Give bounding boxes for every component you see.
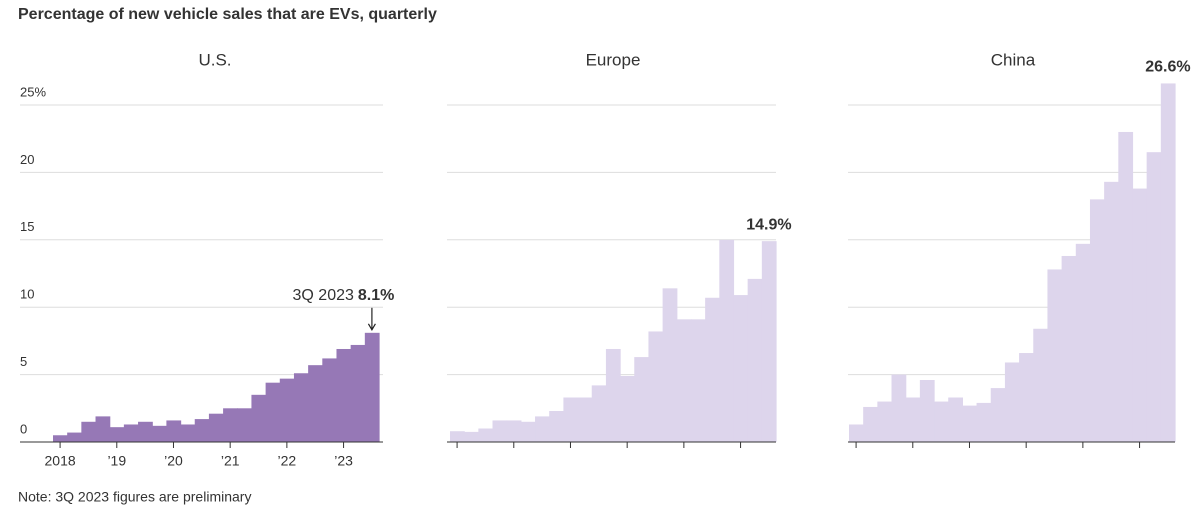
note: Note: 3Q 2023 figures are preliminary	[18, 489, 251, 505]
y-tick-label: 25%	[20, 84, 46, 99]
bar	[849, 424, 864, 442]
bar	[648, 331, 664, 442]
y-tick-label: 15	[20, 219, 34, 234]
bar	[464, 431, 479, 442]
panel-title: China	[991, 50, 1036, 69]
bar	[577, 397, 593, 442]
bar	[208, 413, 224, 442]
value-label: 26.6%	[1145, 59, 1190, 76]
bar	[265, 382, 281, 442]
panel-title: Europe	[586, 50, 641, 69]
x-tick-label: ’22	[278, 453, 297, 469]
bar	[293, 373, 309, 442]
bar	[719, 239, 735, 442]
y-tick-label: 20	[20, 152, 34, 167]
bar	[138, 421, 153, 442]
x-tick-label: ’20	[164, 453, 183, 469]
bar	[1089, 199, 1105, 442]
bar	[308, 365, 323, 442]
bar	[690, 319, 706, 442]
bar	[166, 420, 182, 442]
bar	[605, 348, 621, 442]
panel-title: U.S.	[198, 50, 231, 69]
bar	[976, 402, 992, 442]
bar	[1033, 328, 1049, 442]
bar	[948, 397, 963, 442]
bar	[563, 397, 579, 442]
bar	[535, 416, 550, 442]
bar	[506, 420, 522, 442]
bar	[1104, 181, 1119, 442]
bar	[180, 424, 196, 442]
bar	[705, 297, 720, 442]
bar	[761, 241, 777, 442]
bar	[1160, 83, 1176, 442]
bar	[962, 405, 978, 442]
x-tick-label: ’21	[221, 453, 240, 469]
bar	[1132, 188, 1148, 442]
chart-title: Percentage of new vehicle sales that are…	[18, 6, 437, 23]
bar	[905, 397, 921, 442]
bar	[364, 332, 380, 442]
bar	[1047, 269, 1063, 442]
bar	[591, 385, 607, 442]
bar	[450, 431, 465, 442]
bar	[934, 401, 949, 442]
y-tick-label: 5	[20, 354, 27, 369]
x-tick-label: 2018	[45, 453, 76, 469]
bar	[549, 410, 564, 442]
bar	[336, 348, 352, 442]
bar	[662, 288, 678, 442]
bar	[1146, 152, 1162, 442]
bar	[67, 432, 82, 442]
bar	[1004, 362, 1020, 442]
value-label: 14.9%	[746, 216, 791, 233]
bar	[237, 408, 253, 442]
bar	[1118, 131, 1134, 442]
bar	[350, 344, 366, 442]
bar	[152, 425, 167, 442]
bar	[634, 357, 650, 442]
arrow-head	[367, 323, 376, 332]
bar	[123, 424, 139, 442]
bar	[251, 394, 267, 442]
bar	[1075, 243, 1091, 442]
bar	[194, 419, 210, 442]
bar	[223, 408, 238, 442]
bar	[520, 421, 536, 442]
bar	[919, 379, 935, 442]
bar	[95, 416, 111, 442]
bar	[620, 375, 635, 442]
x-tick-label: ’23	[334, 453, 353, 469]
x-tick-label: ’19	[107, 453, 126, 469]
bar	[492, 420, 508, 442]
bar	[877, 401, 893, 442]
bar	[1019, 353, 1034, 442]
bar	[733, 295, 749, 442]
bar	[1061, 255, 1077, 442]
bar	[81, 421, 97, 442]
bar	[279, 378, 295, 442]
bar	[478, 428, 494, 442]
annotation: 3Q 2023	[293, 287, 354, 304]
y-tick-label: 0	[20, 421, 27, 436]
y-tick-label: 10	[20, 287, 34, 302]
bar	[990, 388, 1006, 442]
bar	[676, 319, 692, 442]
bar	[863, 406, 878, 442]
value-label: 8.1%	[358, 287, 394, 304]
bar	[747, 278, 763, 442]
bar	[53, 435, 68, 442]
bar	[891, 374, 907, 442]
bar	[322, 358, 338, 442]
bar	[109, 427, 125, 442]
